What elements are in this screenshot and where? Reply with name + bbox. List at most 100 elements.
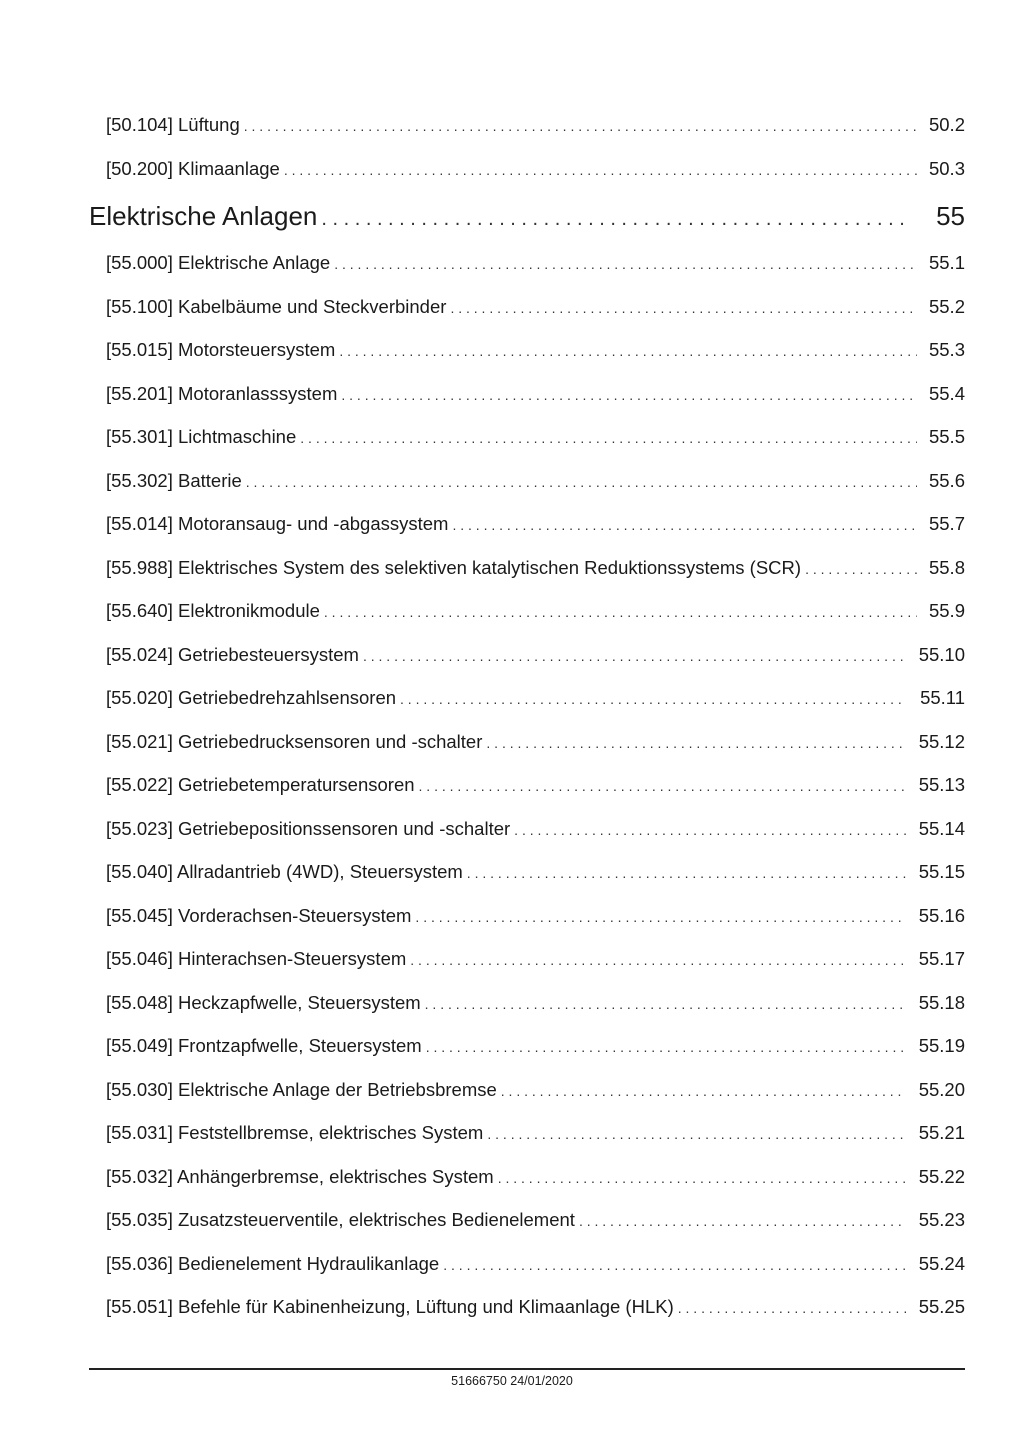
- toc-entry[interactable]: [55.015] Motorsteuersystem 55.3: [89, 328, 965, 372]
- toc-entry-page: 55.6: [928, 469, 965, 491]
- toc-entry-title: [55.049] Frontzapfwelle, Steuersystem: [106, 1035, 422, 1056]
- toc-entry[interactable]: [55.031] Feststellbremse, elektrisches S…: [89, 1111, 965, 1155]
- dot-leader: [415, 896, 906, 940]
- toc-entry-page: 50.2: [928, 114, 965, 135]
- toc-entry-page: 55.18: [918, 991, 965, 1013]
- toc-entry[interactable]: [55.022] Getriebetemperatursensoren 55.13: [89, 763, 965, 807]
- toc-entry-page: 55.24: [918, 1252, 965, 1274]
- toc-entry-title: [55.040] Allradantrieb (4WD), Steuersyst…: [106, 861, 463, 882]
- toc-entry[interactable]: [55.301] Lichtmaschine 55.5: [89, 415, 965, 459]
- toc-entry-page: 55.1: [928, 252, 965, 273]
- toc-entry-page: 55.23: [918, 1209, 965, 1230]
- toc-entry-page: 55.4: [928, 382, 965, 404]
- toc-entry[interactable]: [55.036] Bedienelement Hydraulikanlage 55…: [89, 1242, 965, 1286]
- toc-entry[interactable]: [55.020] Getriebedrehzahlsensoren 55.11: [89, 676, 965, 720]
- toc-entry-page: 55.14: [918, 817, 965, 839]
- dot-leader: [443, 1244, 906, 1288]
- toc-entry[interactable]: [55.051] Befehle für Kabinenheizung, Lüf…: [89, 1285, 965, 1329]
- toc-entry[interactable]: [55.014] Motoransaug- und -abgassystem 55…: [89, 502, 965, 546]
- toc-entry-page: 55.21: [918, 1122, 965, 1143]
- toc-entry[interactable]: [55.024] Getriebesteuersystem 55.10: [89, 633, 965, 677]
- toc-entry-title: [55.014] Motoransaug- und -abgassystem: [106, 513, 449, 534]
- toc-entry-page: 55.8: [928, 556, 965, 578]
- toc-entry-title: [55.030] Elektrische Anlage der Betriebs…: [106, 1078, 497, 1100]
- toc-entry-title: [55.048] Heckzapfwelle, Steuersystem: [106, 991, 421, 1013]
- toc-entry[interactable]: [50.104] Lüftung 50.2: [89, 103, 965, 147]
- toc-entry[interactable]: [55.045] Vorderachsen-Steuersystem 55.16: [89, 894, 965, 938]
- toc-entry-page: 55.19: [918, 1035, 965, 1056]
- dot-leader: [244, 105, 917, 149]
- toc-entry-title: [50.104] Lüftung: [106, 114, 240, 135]
- toc-entry-page: 55.9: [928, 600, 965, 621]
- dot-leader: [341, 374, 917, 418]
- dot-leader: [284, 149, 917, 193]
- dot-leader: [363, 635, 906, 679]
- toc-entry[interactable]: [55.030] Elektrische Anlage der Betriebs…: [89, 1068, 965, 1112]
- toc-entry[interactable]: [55.100] Kabelbäume und Steckverbinder 55…: [89, 285, 965, 329]
- toc-entry[interactable]: [55.040] Allradantrieb (4WD), Steuersyst…: [89, 850, 965, 894]
- toc-entry[interactable]: [55.048] Heckzapfwelle, Steuersystem 55.1…: [89, 981, 965, 1025]
- toc-entry-page: 55.15: [918, 861, 965, 882]
- footer-divider: [89, 1368, 965, 1370]
- toc-entry[interactable]: [55.201] Motoranlasssystem 55.4: [89, 372, 965, 416]
- toc-entry-title: [50.200] Klimaanlage: [106, 157, 280, 179]
- dot-leader: [450, 287, 917, 331]
- dot-leader: [805, 548, 917, 592]
- toc-entry[interactable]: [55.000] Elektrische Anlage 55.1: [89, 241, 965, 285]
- dot-leader: [425, 983, 906, 1027]
- toc-entry-title: [55.021] Getriebedrucksensoren und -scha…: [106, 730, 483, 752]
- toc-entry-page: 55.5: [928, 426, 965, 447]
- toc-entry-title: [55.024] Getriebesteuersystem: [106, 643, 359, 665]
- toc-entry[interactable]: [55.021] Getriebedrucksensoren und -scha…: [89, 720, 965, 764]
- dot-leader: [324, 591, 917, 635]
- toc-entry-title: [55.032] Anhängerbremse, elektrisches Sy…: [106, 1165, 494, 1187]
- toc-entry-page: 55.25: [918, 1296, 965, 1317]
- dot-leader: [246, 461, 917, 505]
- toc-section-heading[interactable]: Elektrische Anlagen 55: [89, 192, 965, 241]
- dot-leader: [498, 1157, 906, 1201]
- toc-entry-title: [55.201] Motoranlasssystem: [106, 382, 338, 404]
- toc-entry[interactable]: [55.046] Hinterachsen-Steuersystem 55.17: [89, 937, 965, 981]
- toc-entry[interactable]: [55.023] Getriebepositionssensoren und -…: [89, 807, 965, 851]
- toc-entry-title: [55.000] Elektrische Anlage: [106, 252, 331, 273]
- dot-leader: [426, 1026, 906, 1070]
- dot-leader: [501, 1070, 906, 1114]
- toc-entry[interactable]: [55.988] Elektrisches System des selekti…: [89, 546, 965, 590]
- toc-entry[interactable]: [55.035] Zusatzsteuerventile, elektrisch…: [89, 1198, 965, 1242]
- dot-leader: [487, 1113, 906, 1157]
- toc-entry[interactable]: [55.049] Frontzapfwelle, Steuersystem 55.…: [89, 1024, 965, 1068]
- toc-entry-title: [55.036] Bedienelement Hydraulikanlage: [106, 1252, 440, 1274]
- table-of-contents: [50.104] Lüftung 50.2 [50.200] Klimaanlage…: [89, 103, 965, 1329]
- toc-entry-title: [55.022] Getriebetemperatursensoren: [106, 774, 415, 795]
- toc-entry[interactable]: [55.302] Batterie 55.6: [89, 459, 965, 503]
- toc-entry-title: [55.015] Motorsteuersystem: [106, 339, 336, 360]
- toc-entry-title: Elektrische Anlagen: [89, 201, 318, 231]
- toc-entry[interactable]: [55.640] Elektronikmodule 55.9: [89, 589, 965, 633]
- dot-leader: [321, 195, 911, 244]
- toc-entry-page: 55.17: [918, 948, 965, 969]
- toc-entry-title: [55.988] Elektrisches System des selekti…: [106, 556, 802, 578]
- dot-leader: [419, 765, 906, 809]
- dot-leader: [410, 939, 906, 983]
- toc-entry-title: [55.640] Elektronikmodule: [106, 600, 320, 621]
- dot-leader: [514, 809, 906, 853]
- footer-text: 51666750 24/01/2020: [451, 1374, 573, 1388]
- toc-entry[interactable]: [55.032] Anhängerbremse, elektrisches Sy…: [89, 1155, 965, 1199]
- toc-entry-page: 55.3: [928, 339, 965, 360]
- toc-entry-page: 55.7: [928, 513, 965, 534]
- toc-entry-page: 55.2: [928, 295, 965, 317]
- toc-entry-title: [55.045] Vorderachsen-Steuersystem: [106, 904, 412, 926]
- dot-leader: [467, 852, 906, 896]
- toc-entry-title: [55.046] Hinterachsen-Steuersystem: [106, 948, 407, 969]
- toc-entry-page: 55.10: [918, 643, 965, 665]
- toc-entry-page: 55.12: [918, 730, 965, 752]
- toc-entry-title: [55.051] Befehle für Kabinenheizung, Lüf…: [106, 1296, 674, 1317]
- toc-entry-page: 55: [936, 201, 965, 231]
- toc-entry-title: [55.301] Lichtmaschine: [106, 426, 297, 447]
- dot-leader: [452, 504, 917, 548]
- dot-leader: [486, 722, 906, 766]
- toc-entry-page: 55.22: [918, 1165, 965, 1187]
- toc-entry-page: 50.3: [928, 157, 965, 179]
- toc-entry-title: [55.031] Feststellbremse, elektrisches S…: [106, 1122, 484, 1143]
- toc-entry[interactable]: [50.200] Klimaanlage 50.3: [89, 147, 965, 191]
